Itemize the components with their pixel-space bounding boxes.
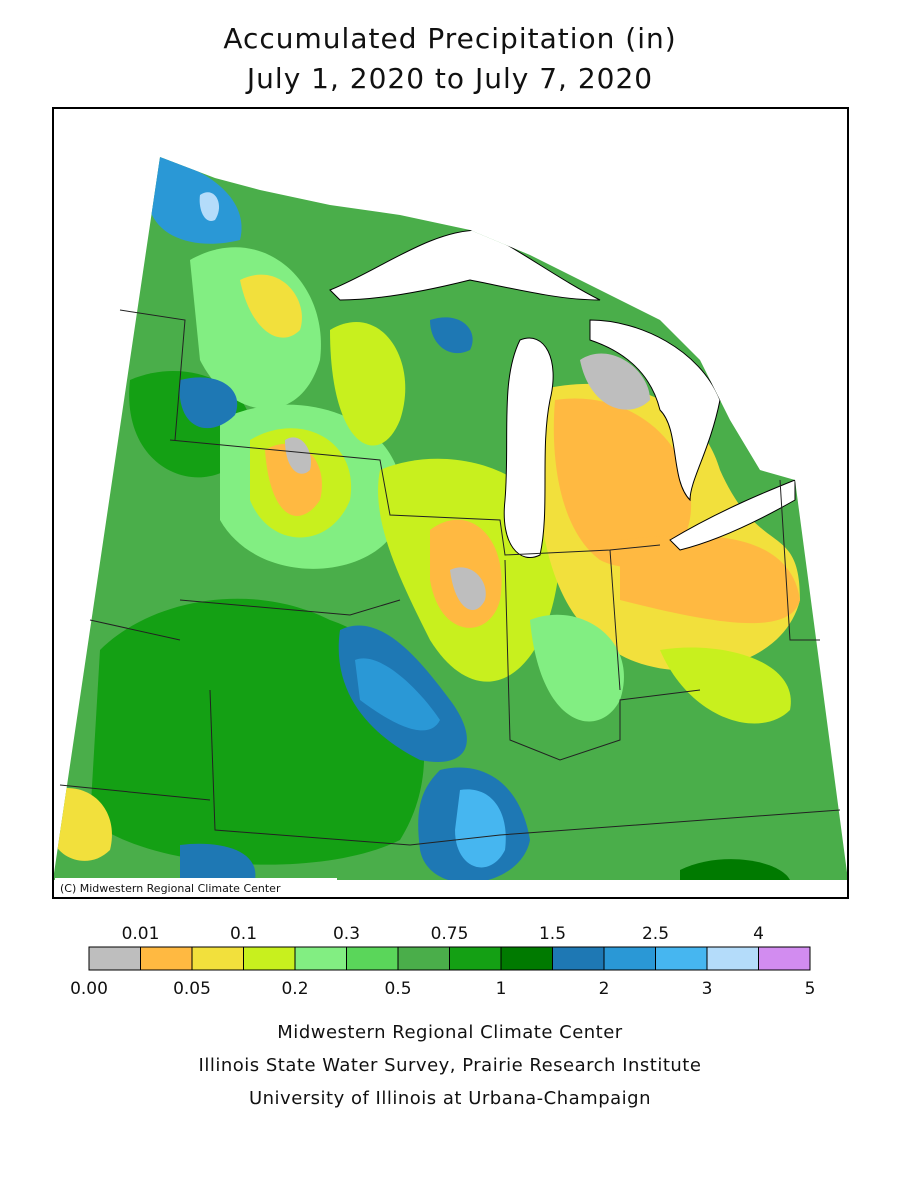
lake-erie — [669, 479, 796, 551]
field-blob — [455, 789, 506, 868]
field-blob — [660, 647, 791, 724]
field-blob — [450, 567, 486, 610]
footer-line: Midwestern Regional Climate Center — [277, 1022, 623, 1043]
footer-line: Illinois State Water Survey, Prairie Res… — [199, 1055, 702, 1076]
legend-label: 0.75 — [431, 924, 469, 944]
field-blob — [199, 192, 220, 221]
legend-label: 2.5 — [642, 924, 669, 944]
field-blob — [620, 535, 800, 624]
legend-label: 0.01 — [122, 924, 160, 944]
legend-swatch — [552, 946, 605, 971]
field-blob — [180, 843, 256, 880]
legend-label: 0.05 — [173, 979, 211, 999]
legend-label: 0.5 — [384, 979, 411, 999]
legend-swatch — [449, 946, 502, 971]
lake-huron — [589, 319, 721, 502]
legend-swatch — [758, 946, 811, 971]
legend-label: 0.2 — [281, 979, 308, 999]
lake-superior — [329, 229, 601, 301]
legend-label: 0.1 — [230, 924, 257, 944]
field-blob — [553, 398, 692, 568]
legend-label: 2 — [599, 979, 610, 999]
map-credit: (C) Midwestern Regional Climate Center — [60, 882, 281, 895]
field-blob — [580, 353, 650, 410]
field-blob — [680, 859, 790, 880]
credit-box — [55, 878, 337, 896]
title: Accumulated Precipitation (in) — [223, 22, 676, 55]
legend-swatch — [655, 946, 708, 971]
legend-swatch — [346, 946, 399, 971]
precip-field — [53, 157, 848, 880]
map-frame — [52, 107, 849, 899]
field-blob — [330, 322, 406, 446]
state-borders — [59, 309, 841, 846]
legend-label: 0.00 — [70, 979, 108, 999]
legend-swatch — [706, 946, 759, 971]
footer-line: University of Illinois at Urbana-Champai… — [249, 1088, 651, 1109]
legend-label: 3 — [702, 979, 713, 999]
legend-label: 5 — [805, 979, 816, 999]
legend-swatch — [603, 946, 656, 971]
field-blob — [150, 157, 242, 244]
field-blob — [355, 658, 440, 731]
field-blob — [179, 377, 238, 429]
field-blob — [430, 317, 473, 354]
legend-swatch — [397, 946, 450, 971]
field-blob — [240, 274, 302, 338]
legend-swatch — [88, 946, 141, 971]
legend-swatch — [191, 946, 244, 971]
lake-michigan — [503, 337, 554, 558]
legend-swatch — [140, 946, 193, 971]
legend-label: 1.5 — [539, 924, 566, 944]
legend-swatch — [294, 946, 347, 971]
field-blob — [285, 437, 311, 474]
subtitle: July 1, 2020 to July 7, 2020 — [245, 62, 653, 95]
legend-swatch — [500, 946, 553, 971]
field-blob — [530, 614, 624, 722]
footer: Midwestern Regional Climate Center Illino… — [199, 1022, 702, 1109]
legend-swatch — [243, 946, 296, 971]
field-blob — [53, 788, 112, 861]
legend-label: 1 — [496, 979, 507, 999]
legend-label: 0.3 — [333, 924, 360, 944]
legend: 0.00 0.01 0.05 0.1 0.2 0.3 0.5 0.75 1 1.5 2 2.5 3 4 5 — [70, 924, 815, 999]
legend-label: 4 — [753, 924, 764, 944]
